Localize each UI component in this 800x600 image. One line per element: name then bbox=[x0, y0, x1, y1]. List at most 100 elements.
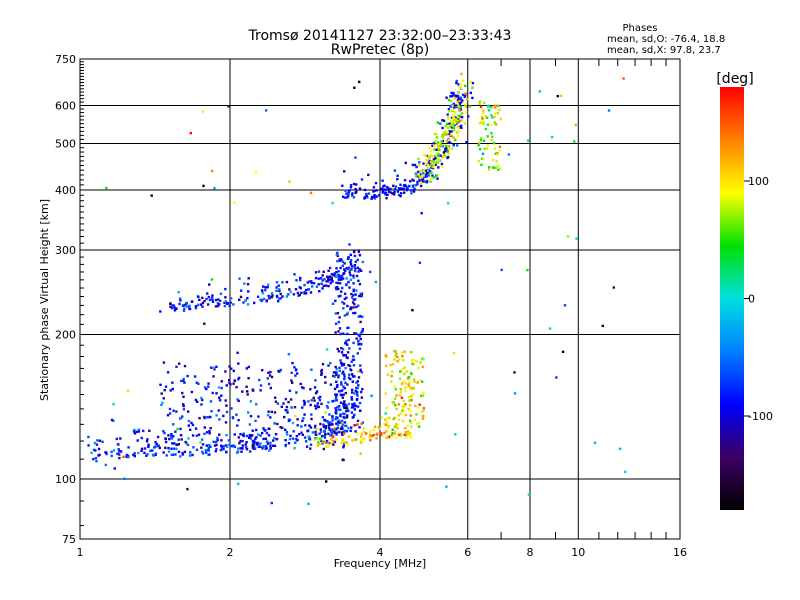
data-point bbox=[182, 377, 185, 381]
data-point bbox=[607, 109, 611, 112]
data-point bbox=[355, 289, 358, 292]
data-point bbox=[338, 369, 341, 372]
data-point bbox=[342, 195, 345, 198]
data-point bbox=[223, 301, 226, 304]
data-point bbox=[364, 432, 368, 435]
data-point bbox=[419, 184, 423, 188]
data-point bbox=[125, 453, 129, 457]
data-point bbox=[393, 349, 396, 353]
data-point bbox=[356, 380, 360, 383]
data-point bbox=[321, 441, 324, 444]
data-point bbox=[389, 363, 392, 367]
data-point bbox=[225, 404, 228, 407]
data-point bbox=[211, 169, 214, 173]
data-point bbox=[354, 298, 357, 301]
data-point bbox=[360, 292, 364, 295]
data-point bbox=[336, 426, 340, 429]
data-point bbox=[335, 416, 338, 419]
data-point bbox=[183, 450, 187, 454]
data-point bbox=[357, 333, 360, 336]
data-point bbox=[349, 186, 353, 189]
data-point bbox=[438, 148, 441, 152]
data-point bbox=[119, 437, 122, 440]
data-point bbox=[385, 364, 388, 368]
data-point bbox=[183, 303, 186, 307]
data-point bbox=[441, 155, 445, 159]
data-point bbox=[305, 440, 308, 443]
data-point bbox=[288, 437, 292, 441]
data-point bbox=[133, 428, 136, 432]
data-point bbox=[302, 399, 306, 403]
data-point bbox=[291, 437, 295, 440]
data-point bbox=[314, 430, 317, 434]
data-point bbox=[343, 297, 347, 301]
data-point bbox=[394, 436, 397, 440]
data-point bbox=[309, 447, 312, 450]
data-point bbox=[293, 273, 296, 276]
data-point bbox=[323, 430, 326, 433]
data-point bbox=[216, 436, 219, 440]
data-point bbox=[353, 269, 357, 273]
data-point bbox=[166, 371, 170, 374]
data-point bbox=[237, 399, 240, 403]
data-point bbox=[192, 446, 195, 449]
data-point bbox=[341, 264, 344, 268]
data-point bbox=[320, 372, 324, 375]
data-point bbox=[110, 418, 114, 422]
data-point bbox=[386, 434, 389, 438]
data-point bbox=[441, 136, 445, 139]
data-point bbox=[340, 381, 343, 384]
data-point bbox=[395, 394, 398, 397]
data-point bbox=[391, 187, 395, 190]
data-point bbox=[434, 157, 437, 160]
data-point bbox=[190, 300, 194, 303]
data-point bbox=[320, 282, 323, 285]
data-point bbox=[398, 433, 401, 437]
data-point bbox=[361, 388, 364, 391]
data-point bbox=[275, 281, 279, 284]
data-point bbox=[180, 438, 183, 441]
data-point bbox=[241, 433, 245, 437]
data-point bbox=[394, 388, 397, 391]
data-point bbox=[342, 393, 345, 396]
data-point bbox=[191, 423, 195, 427]
colorbar bbox=[720, 87, 744, 510]
data-point bbox=[352, 306, 355, 309]
data-point bbox=[146, 453, 149, 456]
data-point bbox=[170, 437, 174, 440]
data-point bbox=[345, 430, 348, 433]
data-point bbox=[446, 132, 450, 135]
data-point bbox=[548, 327, 552, 330]
data-point bbox=[329, 442, 332, 445]
data-point bbox=[487, 168, 491, 171]
data-point bbox=[317, 283, 320, 286]
data-point bbox=[393, 431, 396, 435]
data-point bbox=[197, 295, 200, 298]
data-point bbox=[430, 149, 433, 153]
data-point bbox=[356, 398, 359, 401]
data-point bbox=[118, 456, 121, 460]
data-point bbox=[338, 282, 342, 285]
data-point bbox=[439, 154, 442, 157]
data-point bbox=[333, 440, 337, 444]
data-point bbox=[182, 309, 186, 312]
data-point bbox=[448, 138, 451, 141]
data-point bbox=[463, 122, 467, 125]
data-point bbox=[191, 434, 195, 437]
data-point bbox=[327, 364, 330, 367]
data-point bbox=[274, 433, 278, 436]
data-point bbox=[402, 380, 405, 383]
data-point bbox=[182, 403, 185, 406]
data-point bbox=[319, 430, 323, 433]
data-point bbox=[260, 299, 263, 303]
data-point bbox=[410, 189, 414, 192]
data-point bbox=[411, 163, 414, 167]
data-point bbox=[331, 416, 334, 419]
data-point bbox=[356, 405, 360, 408]
data-point bbox=[487, 109, 491, 112]
data-point bbox=[370, 394, 373, 397]
data-point bbox=[259, 389, 262, 392]
data-point bbox=[575, 237, 578, 240]
data-point bbox=[337, 374, 341, 377]
data-point bbox=[168, 412, 172, 415]
